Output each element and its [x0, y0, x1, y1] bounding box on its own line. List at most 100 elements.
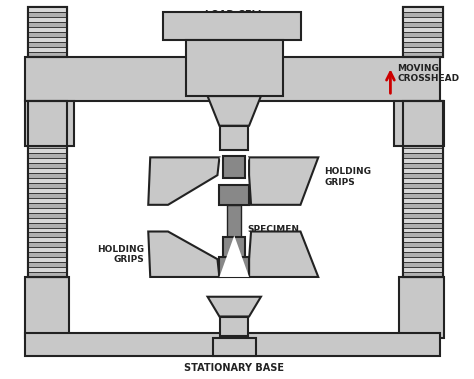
Bar [403, 257, 443, 262]
Bar [25, 101, 74, 146]
Text: MOVING
CROSSHEAD: MOVING CROSSHEAD [397, 64, 459, 83]
Bar [403, 22, 443, 27]
Bar [403, 7, 443, 12]
Bar [403, 124, 443, 129]
Bar [399, 277, 444, 338]
Bar [27, 252, 67, 257]
Bar [220, 126, 248, 150]
Bar [403, 232, 443, 237]
Bar [27, 188, 67, 193]
Bar [403, 247, 443, 252]
Bar [403, 213, 443, 218]
Bar [403, 104, 443, 109]
Bar [27, 22, 67, 27]
Bar [27, 198, 67, 203]
Bar [27, 153, 67, 158]
Bar [25, 277, 69, 338]
Bar [27, 104, 67, 109]
Bar [403, 208, 443, 213]
Bar [403, 168, 443, 173]
Bar [27, 37, 67, 42]
Bar [27, 134, 67, 139]
Bar [403, 188, 443, 193]
Bar [27, 208, 67, 213]
Bar [403, 134, 443, 139]
Bar [403, 47, 443, 52]
Bar [403, 193, 443, 198]
Bar [27, 101, 67, 277]
Bar [27, 7, 67, 12]
Bar [403, 227, 443, 232]
Polygon shape [249, 157, 318, 205]
Bar [403, 17, 443, 22]
Bar [403, 101, 443, 104]
Bar [27, 114, 67, 119]
Bar [403, 101, 443, 277]
Bar [220, 316, 248, 336]
Text: HOLDING
GRIPS: HOLDING GRIPS [97, 244, 144, 264]
Bar [403, 52, 443, 56]
Bar [403, 42, 443, 47]
Bar [403, 27, 443, 32]
Bar [27, 139, 67, 144]
Bar [403, 129, 443, 134]
Bar [25, 56, 440, 101]
Bar [403, 178, 443, 183]
Bar [27, 144, 67, 149]
Bar [27, 193, 67, 198]
Bar [228, 205, 241, 257]
Bar [403, 198, 443, 203]
Bar [27, 173, 67, 178]
Bar [27, 163, 67, 168]
Bar [27, 262, 67, 267]
Bar [27, 32, 67, 37]
Bar [27, 101, 67, 104]
Bar [25, 333, 440, 356]
Polygon shape [219, 235, 249, 277]
Bar [27, 12, 67, 17]
Bar [403, 243, 443, 247]
Bar [27, 227, 67, 232]
Bar [27, 168, 67, 173]
Polygon shape [148, 232, 219, 277]
Bar [27, 183, 67, 188]
Bar [403, 272, 443, 277]
Bar [27, 237, 67, 243]
Bar [403, 139, 443, 144]
Bar [219, 185, 249, 205]
Bar [403, 7, 443, 56]
Bar [403, 252, 443, 257]
Bar [403, 237, 443, 243]
Bar [212, 338, 256, 356]
Bar [27, 149, 67, 153]
Bar [27, 213, 67, 218]
Bar [403, 158, 443, 163]
Polygon shape [208, 297, 261, 316]
Bar [403, 267, 443, 272]
Bar [403, 153, 443, 158]
Bar [403, 262, 443, 267]
Bar [27, 101, 67, 277]
Bar [403, 173, 443, 178]
Bar [27, 27, 67, 32]
Bar [27, 232, 67, 237]
Bar [27, 7, 67, 56]
Bar [403, 149, 443, 153]
Bar [27, 129, 67, 134]
Bar [186, 40, 283, 96]
Bar [27, 218, 67, 222]
Bar [403, 32, 443, 37]
Polygon shape [148, 157, 219, 205]
Bar [403, 101, 443, 277]
Bar [27, 257, 67, 262]
Bar [163, 12, 301, 40]
Bar [403, 109, 443, 114]
Bar [27, 243, 67, 247]
Bar [27, 124, 67, 129]
Bar [403, 203, 443, 208]
Polygon shape [219, 157, 249, 200]
Bar [27, 109, 67, 114]
Bar [27, 178, 67, 183]
Bar [403, 183, 443, 188]
Bar [27, 52, 67, 56]
